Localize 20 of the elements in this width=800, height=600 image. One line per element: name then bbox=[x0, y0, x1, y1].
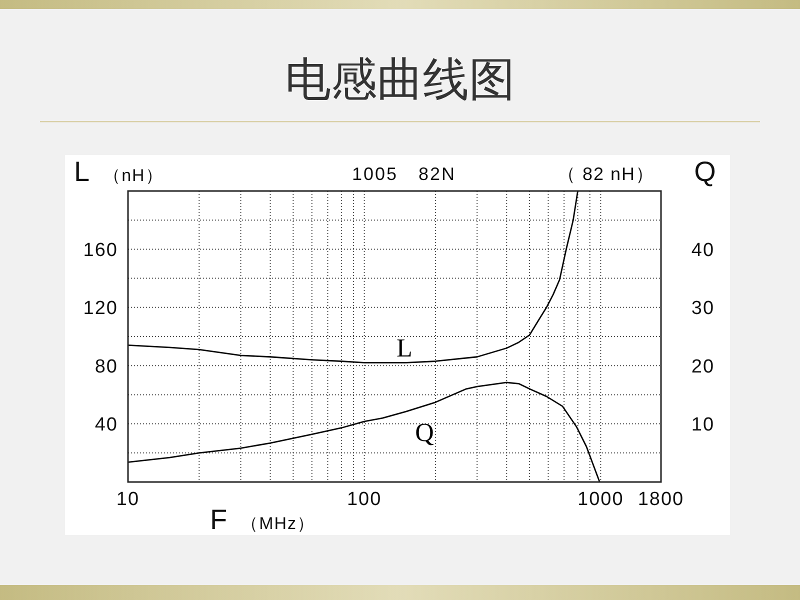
chart-title: 电感曲线图 bbox=[285, 53, 515, 105]
y2-tick-label: 10 bbox=[691, 414, 715, 436]
y2-tick-label: 30 bbox=[691, 298, 715, 320]
x-tick-label: 10 bbox=[116, 489, 140, 510]
y2-tick-label: 40 bbox=[691, 240, 715, 261]
text: （ 82 nH） bbox=[557, 164, 655, 184]
x-tick-label: 100 bbox=[346, 489, 382, 510]
y2-tick-label: 20 bbox=[691, 356, 715, 378]
x-tick-label: 1000 bbox=[578, 489, 624, 510]
y-tick-label: 160 bbox=[83, 240, 118, 261]
y2-axis-title: Q bbox=[694, 156, 716, 187]
chart-subtitle: 1005 82N bbox=[352, 164, 456, 184]
series-label: L bbox=[396, 334, 412, 363]
y-axis-title: L （nH） bbox=[74, 156, 164, 187]
series-label: Q bbox=[415, 418, 434, 447]
x-tick-label: 1800 bbox=[638, 489, 684, 510]
y-tick-label: 80 bbox=[94, 356, 118, 378]
y-tick-label: 120 bbox=[83, 298, 118, 320]
y-tick-label: 40 bbox=[94, 414, 118, 436]
x-axis-title: F （MHz） bbox=[210, 504, 316, 535]
